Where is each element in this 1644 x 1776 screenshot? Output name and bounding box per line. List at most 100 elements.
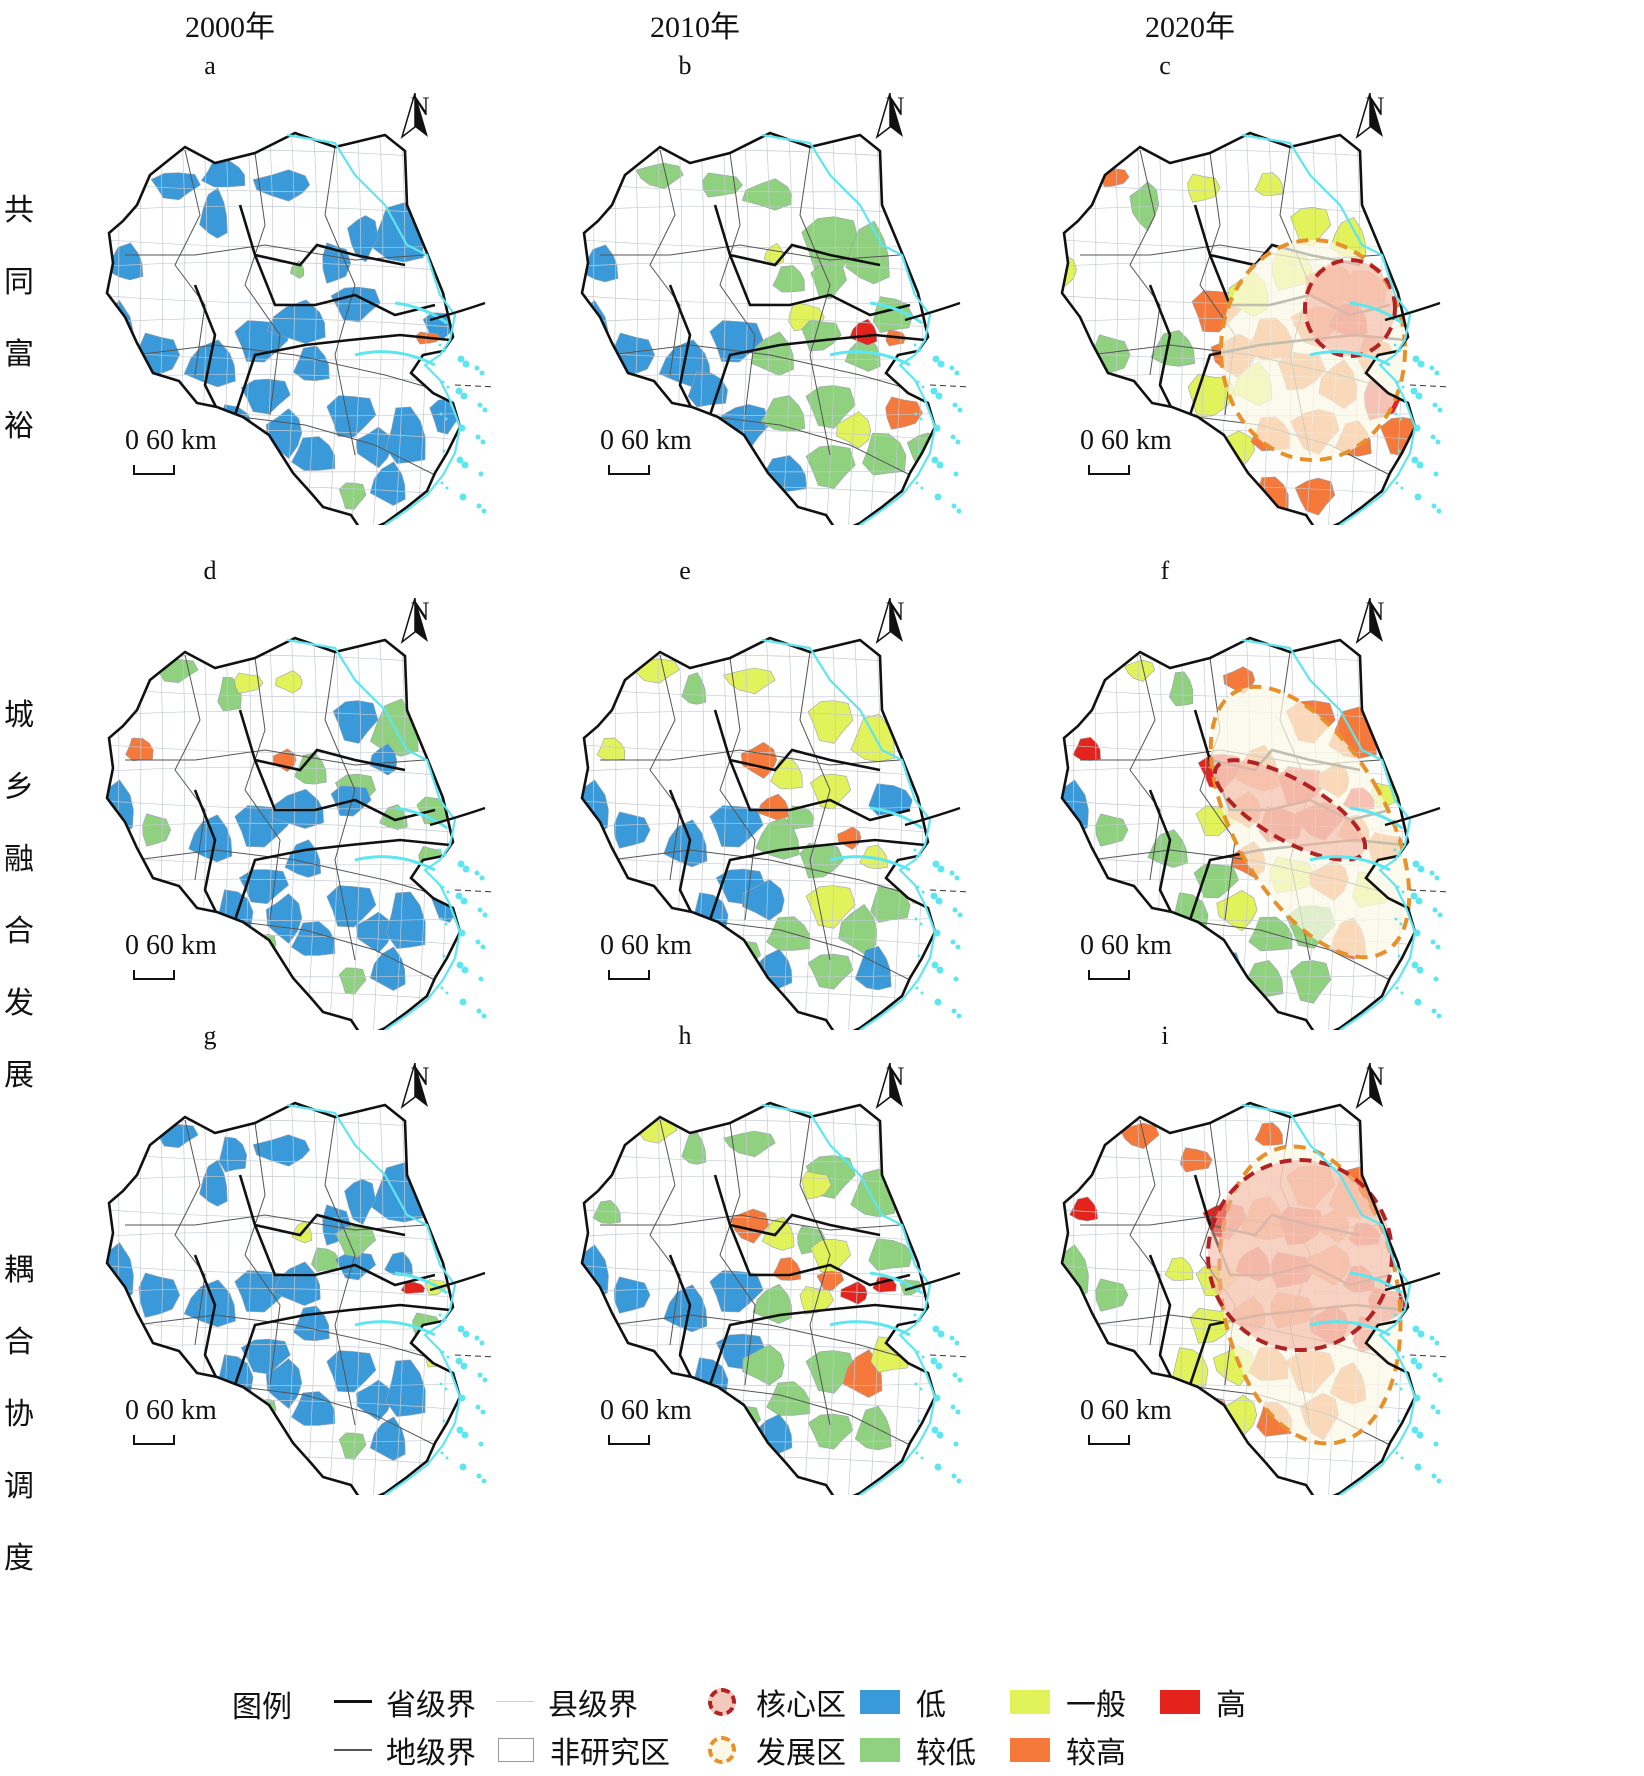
county-region-lower bbox=[294, 752, 327, 785]
north-arrow-icon: N bbox=[875, 1063, 915, 1110]
island bbox=[933, 1394, 941, 1402]
island bbox=[441, 885, 445, 889]
county-boundary-line bbox=[108, 133, 120, 525]
county-region-low bbox=[742, 879, 785, 921]
county-boundary-line bbox=[869, 133, 881, 525]
county-region-lower bbox=[1129, 181, 1160, 232]
city-boundary-line bbox=[699, 414, 911, 476]
county-boundary-line bbox=[582, 294, 935, 305]
island bbox=[913, 343, 917, 347]
island bbox=[1395, 986, 1399, 990]
river bbox=[829, 1271, 923, 1337]
scale-bar-icon bbox=[608, 465, 650, 475]
island bbox=[457, 1325, 465, 1333]
island bbox=[951, 1473, 957, 1479]
island bbox=[439, 1382, 443, 1386]
city-boundary-line bbox=[609, 849, 931, 901]
island bbox=[476, 1473, 482, 1479]
county-region-medium bbox=[805, 885, 856, 929]
county-region-low bbox=[613, 811, 651, 849]
county-region-medium bbox=[723, 667, 776, 695]
island bbox=[1412, 355, 1420, 363]
island bbox=[477, 402, 483, 408]
island bbox=[461, 966, 469, 974]
province-boundary-line bbox=[728, 254, 911, 317]
column-header-2020: 2020年 bbox=[1145, 11, 1235, 44]
city-boundary-line bbox=[600, 749, 901, 766]
sea-boundary-dashed bbox=[1409, 384, 1451, 388]
island bbox=[1417, 360, 1425, 368]
island bbox=[955, 439, 961, 445]
city-boundary-line bbox=[699, 919, 911, 981]
island bbox=[476, 1008, 482, 1014]
city-boundary-line bbox=[174, 654, 206, 881]
island bbox=[459, 1463, 467, 1471]
island bbox=[951, 503, 957, 509]
scale-text: 0 60 km bbox=[1080, 1395, 1172, 1426]
island bbox=[479, 370, 485, 376]
sea-boundary-dashed bbox=[1409, 889, 1451, 893]
island bbox=[458, 1394, 466, 1402]
island bbox=[920, 991, 924, 995]
island bbox=[950, 434, 956, 440]
province-boundary-line bbox=[708, 1303, 926, 1386]
island bbox=[931, 456, 939, 464]
province-boundary-line bbox=[668, 284, 697, 416]
island bbox=[475, 1404, 481, 1410]
city-boundary-line bbox=[799, 651, 831, 961]
county-region-low bbox=[273, 1261, 321, 1306]
island bbox=[1434, 875, 1440, 881]
island bbox=[1416, 461, 1424, 469]
island bbox=[475, 434, 481, 440]
island bbox=[1400, 486, 1404, 490]
city-boundary-line bbox=[134, 849, 456, 901]
coastline bbox=[286, 1103, 462, 1495]
island bbox=[443, 853, 447, 857]
island bbox=[917, 954, 921, 958]
sea-province-boundary bbox=[904, 806, 961, 827]
county-region-low bbox=[293, 345, 330, 382]
higher-swatch-icon bbox=[1010, 1738, 1050, 1762]
county-boundary-line bbox=[582, 766, 935, 779]
county-boundary-line bbox=[108, 638, 120, 1030]
county-boundary-line bbox=[781, 638, 793, 1030]
province-boundary-line bbox=[253, 254, 436, 317]
island bbox=[1393, 848, 1397, 852]
city-boundary-line bbox=[125, 1214, 426, 1231]
island bbox=[462, 865, 470, 873]
county-region-lower bbox=[311, 1247, 340, 1272]
medium-swatch-icon bbox=[1010, 1690, 1050, 1714]
county-boundary-line bbox=[847, 133, 859, 525]
county-region-low bbox=[218, 1136, 248, 1173]
island bbox=[456, 1426, 464, 1434]
island bbox=[921, 1355, 925, 1359]
scale-text: 0 60 km bbox=[1080, 425, 1172, 456]
island bbox=[1396, 1350, 1400, 1354]
county-boundary-line bbox=[582, 1231, 935, 1244]
county-boundary-line bbox=[306, 133, 318, 525]
legend-label: 核心区 bbox=[756, 1689, 846, 1722]
county-boundary-line bbox=[107, 294, 460, 305]
county-region-medium bbox=[807, 700, 854, 744]
province-boundary-line bbox=[253, 759, 436, 822]
scale-text: 0 60 km bbox=[600, 1395, 692, 1426]
city-boundary-line bbox=[244, 152, 281, 416]
island bbox=[460, 897, 468, 905]
scale-text: 0 60 km bbox=[1080, 930, 1172, 961]
island bbox=[1396, 885, 1400, 889]
high-swatch-icon bbox=[1160, 1690, 1200, 1714]
island bbox=[459, 493, 467, 501]
county-boundary-line bbox=[847, 638, 859, 1030]
county-boundary-line bbox=[803, 638, 815, 1030]
map-canvas bbox=[1060, 636, 1451, 1030]
island bbox=[476, 503, 482, 509]
city-boundary-line bbox=[1179, 919, 1391, 981]
sea-province-boundary bbox=[1384, 1271, 1441, 1292]
county-region-low bbox=[663, 819, 708, 868]
island bbox=[913, 848, 917, 852]
island bbox=[914, 1382, 918, 1386]
island bbox=[456, 961, 464, 969]
island bbox=[956, 508, 962, 514]
island bbox=[1429, 365, 1435, 371]
island bbox=[481, 508, 487, 514]
